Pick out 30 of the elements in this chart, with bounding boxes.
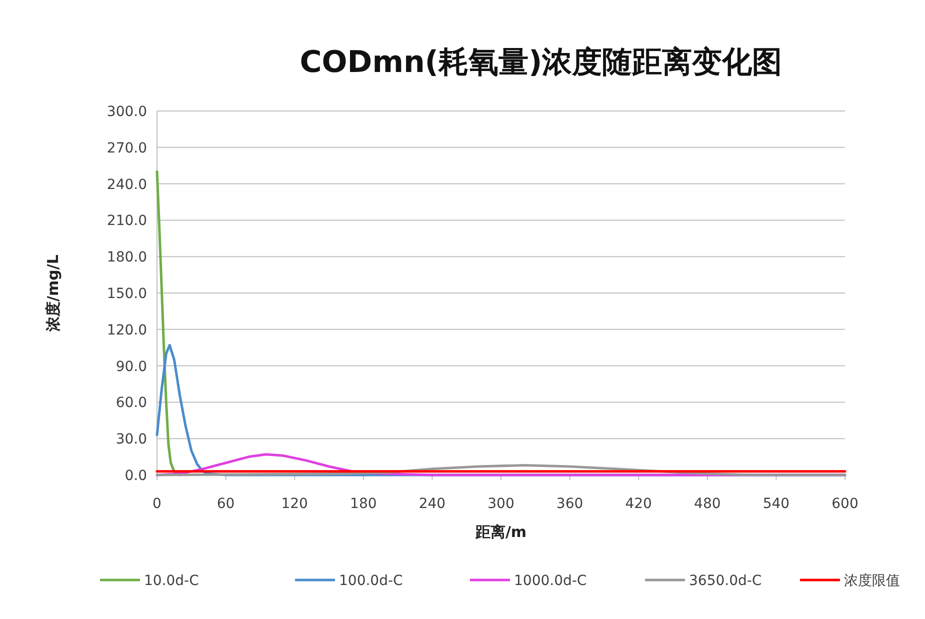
x-tick-label: 120 (281, 496, 308, 512)
legend-label: 10.0d-C (144, 573, 200, 589)
y-tick-label: 120.0 (106, 322, 147, 338)
x-tick-label: 600 (832, 496, 858, 512)
y-tick-label: 270.0 (106, 140, 147, 156)
y-tick-label: 30.0 (116, 432, 147, 448)
x-tick-label: 420 (625, 496, 652, 512)
legend-label: 3650.0d-C (689, 573, 762, 589)
legend-label: 100.0d-C (339, 573, 404, 589)
y-tick-label: 90.0 (116, 358, 147, 375)
y-tick-label: 150.0 (106, 286, 147, 302)
x-tick-label: 60 (216, 496, 235, 512)
x-tick-label: 0 (152, 496, 162, 512)
x-tick-label: 360 (556, 496, 584, 512)
y-tick-label: 300.0 (106, 104, 147, 120)
y-axis-title: 浓度/mg/L (44, 254, 62, 332)
y-tick-label: 240.0 (106, 176, 147, 193)
x-axis-title: 距离/m (474, 523, 527, 541)
y-tick-label: 60.0 (116, 395, 147, 412)
legend-label: 1000.0d-C (514, 573, 587, 589)
x-tick-label: 300 (488, 496, 514, 512)
legend-label: 浓度限值 (844, 573, 900, 589)
y-tick-label: 180.0 (106, 250, 147, 266)
y-tick-label: 0.0 (124, 468, 147, 484)
x-tick-label: 180 (350, 496, 377, 512)
x-tick-label: 540 (762, 496, 790, 512)
x-tick-label: 480 (694, 496, 721, 512)
x-tick-label: 240 (418, 496, 446, 512)
y-tick-label: 210.0 (106, 213, 147, 230)
chart-title: CODmn(耗氧量)浓度随距离变化图 (300, 45, 782, 80)
